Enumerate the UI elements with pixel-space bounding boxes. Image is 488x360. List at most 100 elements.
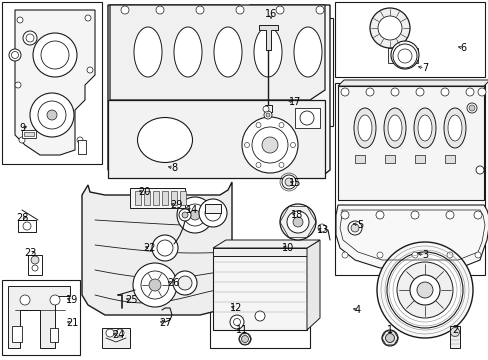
Circle shape [347, 221, 361, 235]
Bar [18, 220, 36, 232]
Text: 29: 29 [169, 200, 182, 210]
Bar [449, 326, 459, 348]
Bar [384, 155, 394, 163]
Polygon shape [108, 5, 329, 178]
Circle shape [152, 235, 178, 261]
Circle shape [23, 222, 31, 230]
Circle shape [282, 175, 295, 189]
Circle shape [415, 88, 423, 96]
Text: 15: 15 [288, 178, 301, 188]
Circle shape [376, 242, 472, 338]
Bar [143, 191, 150, 205]
Bar [244, 18, 332, 126]
Circle shape [376, 252, 382, 258]
Circle shape [445, 211, 453, 219]
Circle shape [375, 211, 383, 219]
Circle shape [204, 205, 221, 221]
Text: 13: 13 [316, 225, 328, 235]
Circle shape [340, 88, 348, 96]
Circle shape [241, 336, 248, 342]
Circle shape [392, 44, 416, 68]
Circle shape [369, 8, 409, 48]
Circle shape [236, 6, 244, 14]
Ellipse shape [383, 108, 405, 148]
Circle shape [190, 210, 200, 220]
Circle shape [196, 6, 203, 14]
Circle shape [254, 311, 264, 321]
Ellipse shape [443, 108, 465, 148]
Text: 2: 2 [451, 325, 457, 335]
Polygon shape [306, 240, 319, 330]
Circle shape [239, 333, 250, 345]
Bar [444, 155, 454, 163]
Circle shape [477, 88, 485, 96]
Circle shape [32, 265, 38, 271]
Bar [102, 328, 130, 348]
Ellipse shape [174, 27, 202, 77]
Bar [2, 280, 80, 355]
Circle shape [397, 49, 411, 63]
Bar [204, 204, 221, 213]
Text: 8: 8 [171, 163, 177, 173]
Circle shape [256, 162, 261, 167]
Ellipse shape [134, 27, 162, 77]
Circle shape [15, 82, 21, 88]
Ellipse shape [413, 108, 435, 148]
Text: 10: 10 [281, 243, 293, 253]
Circle shape [41, 41, 69, 69]
Bar [28, 255, 42, 275]
Bar [153, 191, 159, 205]
Circle shape [9, 49, 21, 61]
Bar [130, 188, 184, 208]
Circle shape [315, 6, 324, 14]
Circle shape [411, 252, 417, 258]
Circle shape [106, 329, 114, 337]
Circle shape [377, 16, 401, 40]
Circle shape [446, 252, 452, 258]
Text: 17: 17 [288, 97, 301, 107]
Polygon shape [15, 10, 95, 155]
Circle shape [33, 33, 77, 77]
Polygon shape [82, 182, 231, 315]
Circle shape [317, 224, 325, 232]
Circle shape [244, 143, 249, 148]
Circle shape [275, 6, 284, 14]
Circle shape [38, 101, 66, 129]
Circle shape [262, 137, 278, 153]
Circle shape [286, 211, 308, 233]
Circle shape [390, 88, 398, 96]
Bar [354, 155, 364, 163]
Text: 26: 26 [166, 278, 179, 288]
Ellipse shape [293, 27, 321, 77]
Bar [135, 191, 141, 205]
Polygon shape [337, 86, 483, 200]
Ellipse shape [253, 27, 282, 77]
Circle shape [199, 199, 226, 227]
Text: 28: 28 [16, 213, 28, 223]
Circle shape [20, 295, 30, 305]
Bar [334, 2, 484, 77]
Ellipse shape [387, 115, 401, 141]
Bar [294, 108, 319, 128]
Ellipse shape [214, 27, 242, 77]
Circle shape [156, 6, 163, 14]
Text: 5: 5 [356, 220, 363, 230]
Bar [171, 191, 177, 205]
Circle shape [47, 110, 57, 120]
Circle shape [263, 106, 268, 112]
Circle shape [264, 111, 271, 119]
Polygon shape [337, 80, 488, 86]
Polygon shape [259, 25, 278, 50]
Circle shape [279, 123, 284, 127]
Circle shape [465, 88, 473, 96]
Circle shape [474, 252, 480, 258]
Polygon shape [335, 205, 488, 268]
Circle shape [23, 31, 37, 45]
Circle shape [396, 47, 412, 63]
Text: 27: 27 [159, 318, 171, 328]
Circle shape [116, 329, 124, 337]
Circle shape [17, 17, 23, 23]
Circle shape [381, 330, 397, 346]
Circle shape [77, 137, 83, 143]
Circle shape [466, 103, 476, 113]
